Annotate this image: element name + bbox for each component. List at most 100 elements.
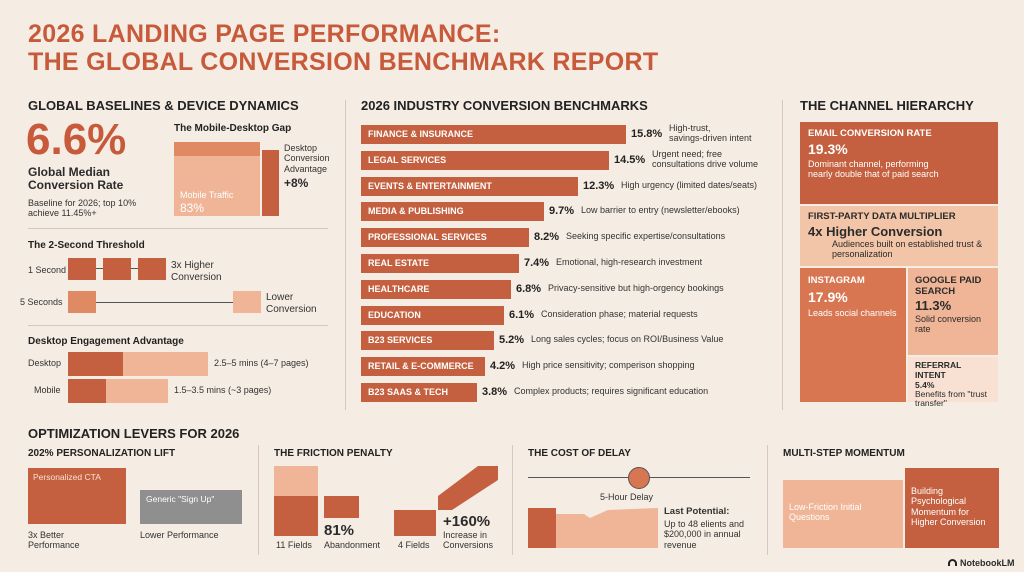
lost-potential-label: Last Potential: bbox=[664, 506, 730, 517]
industry-note: Privacy-sensitive but high-orgency booki… bbox=[548, 283, 724, 293]
industry-note: High price sensitivity; comperison shopp… bbox=[522, 360, 695, 370]
desktop-bar bbox=[262, 150, 279, 216]
abandonment-bar bbox=[324, 496, 359, 518]
industry-value: 3.8% bbox=[482, 386, 508, 398]
industry-value: 6.8% bbox=[516, 283, 542, 295]
global-median-label: Global Median Conversion Rate bbox=[28, 165, 124, 193]
divider bbox=[345, 100, 346, 410]
industry-bar: PROFESSIONAL SERVICES bbox=[361, 228, 529, 247]
five-seconds-label: 5 Seconds bbox=[20, 297, 63, 307]
industry-value: 7.4% bbox=[524, 257, 550, 269]
mobile-engagement-value: 1.5–3.5 mins (~3 pages) bbox=[174, 385, 272, 395]
google-paid-note: Solid conversion rate bbox=[915, 314, 982, 334]
industry-heading: 2026 INDUSTRY CONVERSION BENCHMARKS bbox=[361, 98, 648, 113]
first-party-label: FIRST-PARTY DATA MULTIPLIER bbox=[808, 211, 956, 222]
four-fields-label: 4 Fields bbox=[398, 540, 430, 550]
industry-bar: FINANCE & INSURANCE bbox=[361, 125, 626, 144]
four-fields-bar bbox=[394, 510, 436, 536]
referral-label: REFERRAL INTENT bbox=[915, 360, 962, 380]
industry-value: 9.7% bbox=[549, 205, 575, 217]
personalized-cta-block: Personalized CTA bbox=[28, 468, 126, 524]
google-paid-label: GOOGLE PAID SEARCH bbox=[915, 275, 982, 297]
industry-note: Complex products; requires significant e… bbox=[514, 386, 709, 396]
higher-conversion-label: 3x Higher Conversion bbox=[171, 260, 222, 283]
first-party-value: 4x Higher Conversion bbox=[808, 224, 943, 239]
friction-title: THE FRICTION PENALTY bbox=[274, 448, 393, 459]
report-title-line2: THE GLOBAL CONVERSION BENCHMARK REPORT bbox=[28, 48, 659, 76]
lower-performance-label: Lower Performance bbox=[140, 530, 219, 540]
personalized-cta-label: Personalized CTA bbox=[33, 472, 101, 482]
industry-note: High-trust, savings-driven intent bbox=[669, 123, 752, 143]
divider bbox=[767, 445, 768, 555]
first-party-note: Audiences built on established trust & p… bbox=[832, 239, 983, 259]
email-value: 19.3% bbox=[808, 141, 848, 157]
referral-value: 5.4% bbox=[915, 380, 935, 390]
eleven-fields-label: 11 Fields bbox=[276, 540, 312, 550]
email-note: Dominant channel, performing nearly doub… bbox=[808, 159, 939, 180]
industry-value: 4.2% bbox=[490, 360, 516, 372]
instagram-value: 17.9% bbox=[808, 289, 848, 305]
increase-value: +160% bbox=[443, 513, 491, 530]
desktop-engagement-bar bbox=[68, 352, 208, 376]
instagram-note: Leads social channels bbox=[808, 308, 897, 318]
abandonment-label: Abandonment bbox=[324, 540, 381, 550]
industry-bar: LEGAL SERVICES bbox=[361, 151, 609, 170]
industry-note: Seeking specific expertise/consultations bbox=[566, 231, 726, 241]
industry-value: 8.2% bbox=[534, 231, 560, 243]
google-paid-box: GOOGLE PAID SEARCH 11.3% Solid conversio… bbox=[908, 268, 998, 355]
email-box: EMAIL CONVERSION RATE 19.3% Dominant cha… bbox=[800, 122, 998, 204]
mobile-engagement-label: Mobile bbox=[34, 385, 61, 395]
desktop-engagement-value: 2.5–5 mins (4–7 pages) bbox=[214, 358, 309, 368]
threshold-title: The 2-Second Threshold bbox=[28, 240, 145, 251]
industry-bar: EVENTS & ENTERTAINMENT bbox=[361, 177, 578, 196]
personalization-title: 202% PERSONALIZATION LIFT bbox=[28, 448, 176, 459]
industry-value: 15.8% bbox=[631, 128, 663, 140]
multi-step-title: MULTI-STEP MOMENTUM bbox=[783, 448, 905, 459]
mobile-engagement-bar bbox=[68, 379, 168, 403]
divider bbox=[782, 100, 783, 410]
engagement-title: Desktop Engagement Advantage bbox=[28, 336, 184, 347]
momentum-block: Building Psychological Momentum for High… bbox=[905, 468, 999, 548]
instagram-label: INSTAGRAM bbox=[808, 275, 865, 286]
divider bbox=[28, 228, 328, 229]
baseline-note: Baseline for 2026; top 10% achieve 11.45… bbox=[28, 198, 137, 219]
industry-value: 6.1% bbox=[509, 309, 535, 321]
industry-note: Long sales cycles; focus on ROI/Business… bbox=[531, 334, 724, 344]
lost-potential-text: Up to 48 elients and $200,000 in annual … bbox=[664, 519, 745, 550]
industry-note: Urgent need; free consultations drive vo… bbox=[652, 149, 759, 169]
industry-value: 14.5% bbox=[614, 154, 646, 166]
revenue-drop-shape bbox=[528, 508, 658, 548]
global-median-value: 6.6% bbox=[26, 115, 127, 164]
low-friction-block: Low-Friction Initial Questions bbox=[783, 480, 903, 548]
delay-label: 5-Hour Delay bbox=[600, 492, 654, 502]
industry-note: Consideration phase; material requests bbox=[541, 309, 698, 319]
increase-label: Increase in Conversions bbox=[443, 530, 494, 551]
industry-bar: EDUCATION bbox=[361, 306, 504, 325]
generic-signup-label: Generic "Sign Up" bbox=[146, 494, 215, 504]
mobile-traffic-value: 83% bbox=[180, 201, 205, 215]
desktop-advantage-value: +8% bbox=[284, 176, 309, 190]
google-paid-value: 11.3% bbox=[915, 298, 952, 313]
first-party-box: FIRST-PARTY DATA MULTIPLIER 4x Higher Co… bbox=[800, 206, 998, 266]
momentum-label: Building Psychological Momentum for High… bbox=[911, 486, 986, 528]
desktop-advantage-label: Desktop Conversion Advantage bbox=[284, 143, 330, 174]
industry-bar: B23 SERVICES bbox=[361, 331, 494, 350]
delay-title: THE COST OF DELAY bbox=[528, 448, 631, 459]
increase-arrow-icon bbox=[438, 466, 498, 510]
low-friction-label: Low-Friction Initial Questions bbox=[789, 502, 862, 523]
industry-note: Low barrier to entry (newsletter/ebooks) bbox=[581, 205, 740, 215]
better-performance-label: 3x Better Performance bbox=[28, 530, 80, 551]
email-label: EMAIL CONVERSION RATE bbox=[808, 128, 932, 139]
mobile-desktop-gap-title: The Mobile-Desktop Gap bbox=[174, 123, 292, 134]
brand-label: NotebookLM bbox=[948, 558, 1015, 568]
desktop-engagement-label: Desktop bbox=[28, 358, 62, 368]
report-title-line1: 2026 LANDING PAGE PERFORMANCE: bbox=[28, 20, 501, 48]
industry-bar: HEALTHCARE bbox=[361, 280, 511, 299]
one-second-label: 1 Second bbox=[28, 265, 67, 275]
instagram-box: INSTAGRAM 17.9% Leads social channels bbox=[800, 268, 906, 402]
industry-value: 12.3% bbox=[583, 180, 615, 192]
baselines-heading: GLOBAL BASELINES & DEVICE DYNAMICS bbox=[28, 98, 299, 113]
industry-bar: MEDIA & PUBLISHING bbox=[361, 202, 544, 221]
divider bbox=[258, 445, 259, 555]
channel-heading: THE CHANNEL HIERARCHY bbox=[800, 98, 974, 113]
